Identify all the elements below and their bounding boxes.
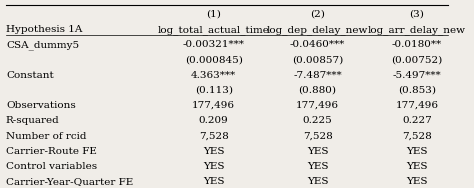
Text: YES: YES xyxy=(307,177,328,186)
Text: 4.363***: 4.363*** xyxy=(191,71,236,80)
Text: (3): (3) xyxy=(410,10,424,19)
Text: YES: YES xyxy=(203,177,224,186)
Text: log_total_actual_time: log_total_actual_time xyxy=(158,25,270,35)
Text: YES: YES xyxy=(307,162,328,171)
Text: Observations: Observations xyxy=(6,101,76,110)
Text: -0.0180**: -0.0180** xyxy=(392,40,442,49)
Text: log_arr_delay_new: log_arr_delay_new xyxy=(368,25,466,35)
Text: -0.0460***: -0.0460*** xyxy=(290,40,345,49)
Text: Control variables: Control variables xyxy=(6,162,97,171)
Text: -0.00321***: -0.00321*** xyxy=(182,40,245,49)
Text: -5.497***: -5.497*** xyxy=(392,71,441,80)
Text: 7,528: 7,528 xyxy=(302,132,332,141)
Text: (0.853): (0.853) xyxy=(398,86,436,95)
Text: (0.000845): (0.000845) xyxy=(185,56,243,64)
Text: Constant: Constant xyxy=(6,71,54,80)
Text: 0.225: 0.225 xyxy=(302,116,332,125)
Text: 7,528: 7,528 xyxy=(402,132,432,141)
Text: YES: YES xyxy=(406,162,428,171)
Text: 7,528: 7,528 xyxy=(199,132,228,141)
Text: CSA_dummy5: CSA_dummy5 xyxy=(6,40,79,50)
Text: (2): (2) xyxy=(310,10,325,19)
Text: (1): (1) xyxy=(206,10,221,19)
Text: R-squared: R-squared xyxy=(6,116,60,125)
Text: Carrier-Year-Quarter FE: Carrier-Year-Quarter FE xyxy=(6,177,133,186)
Text: (0.880): (0.880) xyxy=(299,86,337,95)
Text: YES: YES xyxy=(406,147,428,156)
Text: -7.487***: -7.487*** xyxy=(293,71,342,80)
Text: 177,496: 177,496 xyxy=(395,101,438,110)
Text: 0.209: 0.209 xyxy=(199,116,228,125)
Text: 0.227: 0.227 xyxy=(402,116,432,125)
Text: (0.00752): (0.00752) xyxy=(391,56,443,64)
Text: YES: YES xyxy=(203,147,224,156)
Text: (0.113): (0.113) xyxy=(195,86,233,95)
Text: YES: YES xyxy=(406,177,428,186)
Text: Carrier-Route FE: Carrier-Route FE xyxy=(6,147,97,156)
Text: Hypothesis 1A: Hypothesis 1A xyxy=(6,25,82,34)
Text: log_dep_delay_new: log_dep_delay_new xyxy=(267,25,368,35)
Text: (0.00857): (0.00857) xyxy=(292,56,343,64)
Text: YES: YES xyxy=(203,162,224,171)
Text: 177,496: 177,496 xyxy=(192,101,235,110)
Text: Number of rcid: Number of rcid xyxy=(6,132,86,141)
Text: 177,496: 177,496 xyxy=(296,101,339,110)
Text: YES: YES xyxy=(307,147,328,156)
